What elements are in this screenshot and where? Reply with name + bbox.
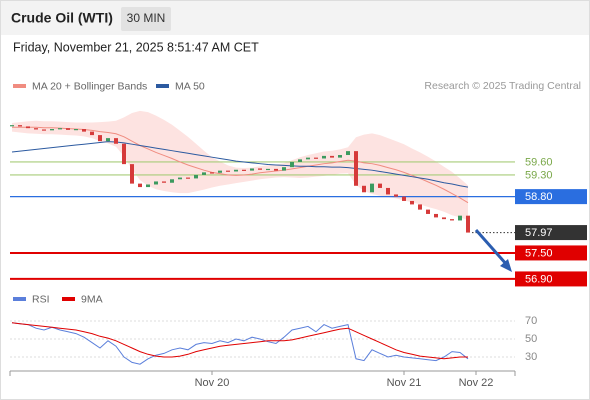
candle xyxy=(370,183,374,193)
candle xyxy=(458,215,462,221)
candle xyxy=(466,215,470,233)
candle xyxy=(242,169,246,171)
candle xyxy=(26,126,30,129)
legend-label: MA 20 + Bollinger Bands xyxy=(32,80,147,92)
interval-badge[interactable] xyxy=(121,7,171,31)
candle xyxy=(90,131,94,136)
candle xyxy=(74,129,78,131)
candle xyxy=(298,159,302,162)
legend-label: MA 50 xyxy=(175,80,205,92)
candle xyxy=(82,129,86,132)
level-label: 56.90 xyxy=(525,273,553,285)
candle xyxy=(218,170,222,173)
candle xyxy=(106,138,110,142)
candle xyxy=(162,181,166,183)
candle xyxy=(378,183,382,188)
candle xyxy=(258,168,262,170)
candle xyxy=(66,128,70,130)
candle xyxy=(442,217,446,220)
candle xyxy=(10,125,14,127)
candle xyxy=(290,161,294,168)
candle xyxy=(34,128,38,130)
legend-label: RSI xyxy=(32,293,50,305)
x-tick-label: Nov 22 xyxy=(459,377,494,389)
interval-label: 30 MIN xyxy=(127,11,166,25)
forecast-arrowhead xyxy=(500,259,512,272)
legend-swatch xyxy=(156,84,169,88)
candle xyxy=(114,138,118,144)
candle xyxy=(178,177,182,180)
candle xyxy=(314,157,318,159)
candle xyxy=(186,177,190,179)
credit: Research © 2025 Trading Central xyxy=(424,80,581,92)
candle xyxy=(18,125,22,127)
header-bar xyxy=(1,1,589,35)
candle xyxy=(282,167,286,171)
candle xyxy=(322,155,326,159)
forecast-arrow xyxy=(474,229,509,266)
candle xyxy=(122,143,126,165)
candle xyxy=(50,129,54,131)
candle xyxy=(354,151,358,186)
level-box xyxy=(515,271,587,287)
level-box xyxy=(515,189,587,205)
candle xyxy=(58,128,62,130)
moving-average xyxy=(12,126,469,204)
candle xyxy=(202,172,206,175)
legend-swatch xyxy=(62,297,75,301)
candle xyxy=(330,155,334,158)
y-tick-label: 70 xyxy=(525,315,537,327)
candle xyxy=(154,181,158,185)
y-tick-label: 50 xyxy=(525,333,537,345)
timestamp: Friday, November 21, 2025 8:51:47 AM CET xyxy=(13,40,259,54)
candle xyxy=(194,174,198,179)
candle xyxy=(226,170,230,172)
legend-swatch xyxy=(13,84,26,88)
level-label: 59.60 xyxy=(525,156,553,168)
level-label: 57.50 xyxy=(525,247,553,259)
candle xyxy=(98,135,102,142)
candle xyxy=(362,185,366,193)
candle xyxy=(450,219,454,221)
level-label: 58.80 xyxy=(525,191,553,203)
candle xyxy=(130,164,134,184)
y-tick-label: 30 xyxy=(525,351,537,363)
candle xyxy=(138,183,142,188)
candle xyxy=(250,168,254,171)
x-tick-label: Nov 21 xyxy=(387,377,422,389)
candle xyxy=(274,168,278,171)
candle xyxy=(210,172,214,174)
legend-label: 9MA xyxy=(81,293,103,305)
candle xyxy=(346,151,350,156)
candle xyxy=(170,179,174,183)
candle xyxy=(338,155,342,158)
candle xyxy=(434,213,438,218)
candle xyxy=(266,168,270,171)
candle xyxy=(386,187,390,195)
level-box xyxy=(515,245,587,261)
candle xyxy=(426,209,430,214)
indicator-line xyxy=(11,322,468,360)
indicator-line xyxy=(11,322,469,365)
candle xyxy=(42,129,46,131)
level-box xyxy=(515,225,587,241)
candle xyxy=(234,169,238,172)
candle xyxy=(306,157,310,160)
x-tick-label: Nov 20 xyxy=(195,377,230,389)
candle xyxy=(410,200,414,205)
candle xyxy=(402,196,406,201)
level-label: 57.97 xyxy=(525,227,553,239)
instrument-title: Crude Oil (WTI) xyxy=(11,10,113,26)
level-label: 59.30 xyxy=(525,169,553,181)
candle xyxy=(146,184,150,188)
candle xyxy=(418,204,422,210)
moving-average xyxy=(11,141,469,188)
legend-swatch xyxy=(13,297,26,301)
candle xyxy=(394,194,398,197)
